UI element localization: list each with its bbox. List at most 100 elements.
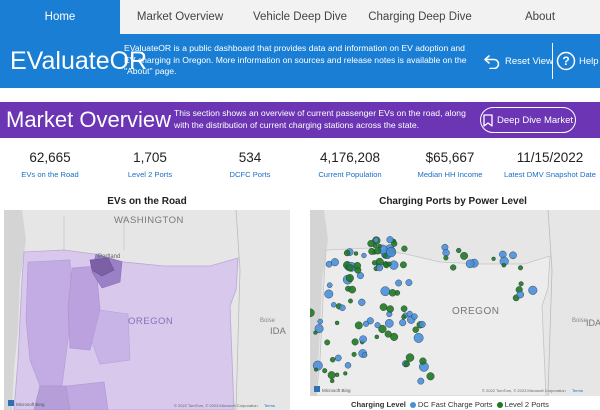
charging-station-dot[interactable] — [310, 308, 315, 317]
charging-station-dot[interactable] — [499, 250, 507, 259]
terms-link[interactable]: Terms — [264, 403, 275, 408]
charging-station-dot[interactable] — [401, 245, 408, 252]
charging-station-dot[interactable] — [517, 265, 523, 271]
charging-station-dot[interactable] — [456, 247, 462, 254]
charging-station-dot[interactable] — [426, 372, 435, 381]
charging-station-dot[interactable] — [331, 302, 337, 308]
map-attribution: © 2022 TomTom, © 2023 Microsoft Corporat… — [174, 403, 258, 408]
ev-map[interactable]: WASHINGTON Portland OREGON Boise IDA Mic… — [4, 210, 290, 410]
charging-station-dot[interactable] — [363, 320, 370, 327]
tab-about[interactable]: About — [524, 11, 556, 23]
tab-home[interactable]: Home — [0, 0, 120, 34]
charging-station-dot[interactable] — [314, 324, 324, 334]
charging-station-dot[interactable] — [371, 260, 378, 266]
charging-station-dot[interactable] — [376, 264, 384, 272]
charging-station-dot[interactable] — [380, 286, 391, 296]
charging-station-dot[interactable] — [353, 251, 359, 256]
deep-dive-market-button[interactable]: Deep Dive Market — [480, 107, 576, 133]
charging-station-dot[interactable] — [327, 371, 336, 380]
charging-station-dot[interactable] — [386, 247, 397, 258]
tab-market-overview[interactable]: Market Overview — [136, 11, 224, 23]
charging-station-dot[interactable] — [460, 252, 469, 260]
charging-station-dot[interactable] — [406, 310, 413, 317]
charging-station-dot[interactable] — [368, 248, 376, 255]
charging-station-dot[interactable] — [346, 264, 354, 272]
charging-station-dot[interactable] — [388, 289, 397, 297]
charging-map[interactable]: OREGON Boise IDA Microsoft Bing © 2022 T… — [310, 210, 600, 396]
charging-station-dot[interactable] — [450, 264, 457, 271]
charging-station-dot[interactable] — [373, 237, 379, 243]
charging-station-dot[interactable] — [418, 321, 426, 328]
charging-station-dot[interactable] — [528, 285, 538, 295]
charging-station-dot[interactable] — [353, 262, 361, 270]
charging-station-dot[interactable] — [317, 318, 323, 325]
charging-station-dot[interactable] — [374, 247, 382, 255]
charging-station-dot[interactable] — [334, 372, 340, 378]
charging-station-dot[interactable] — [386, 236, 394, 244]
charging-station-dot[interactable] — [419, 357, 427, 365]
charging-station-dot[interactable] — [343, 249, 351, 257]
charging-station-dot[interactable] — [501, 263, 507, 268]
charging-station-dot[interactable] — [374, 334, 380, 340]
reset-view-button[interactable]: Reset View — [483, 48, 553, 74]
charging-station-dot[interactable] — [403, 360, 410, 368]
charging-station-dot[interactable] — [334, 320, 340, 326]
legend-item-level2[interactable]: Level 2 Ports — [496, 400, 549, 409]
charging-station-dot[interactable] — [518, 281, 524, 287]
charging-station-dot[interactable] — [322, 368, 328, 374]
charging-station-dot[interactable] — [343, 371, 348, 376]
charging-station-dot[interactable] — [374, 322, 381, 329]
charging-station-dot[interactable] — [361, 352, 368, 358]
charging-station-dot[interactable] — [351, 351, 357, 357]
charging-station-dot[interactable] — [395, 279, 403, 287]
charging-station-dot[interactable] — [358, 298, 366, 306]
legend-item-dcfc[interactable]: DC Fast Charge Ports — [409, 400, 493, 409]
terms-link[interactable]: Terms — [572, 388, 583, 393]
charging-station-dot[interactable] — [367, 240, 375, 248]
charging-station-dot[interactable] — [378, 324, 387, 334]
help-button[interactable]: ? Help — [556, 48, 599, 74]
charging-station-dot[interactable] — [491, 256, 496, 261]
charging-station-dot[interactable] — [405, 279, 413, 287]
charging-station-dot[interactable] — [509, 251, 517, 260]
charging-station-dot[interactable] — [401, 314, 407, 320]
charging-station-dot[interactable] — [405, 353, 415, 362]
charging-station-dot[interactable] — [379, 303, 388, 311]
charging-station-dot[interactable] — [330, 356, 336, 363]
charging-station-dot[interactable] — [400, 261, 407, 269]
charging-station-dot[interactable] — [324, 339, 331, 346]
charging-station-dot[interactable] — [387, 261, 392, 267]
charging-station-dot[interactable] — [339, 304, 346, 312]
charging-station-dot[interactable] — [413, 333, 424, 343]
charging-station-dot[interactable] — [348, 285, 357, 294]
charging-station-dot[interactable] — [361, 252, 367, 259]
tab-charging-deep-dive[interactable]: Charging Deep Dive — [368, 11, 472, 23]
charging-station-dot[interactable] — [412, 326, 419, 333]
charging-station-dot[interactable] — [411, 313, 418, 320]
tab-vehicle-deep-dive[interactable]: Vehicle Deep Dive — [253, 11, 347, 23]
charging-station-dot[interactable] — [384, 330, 392, 338]
charging-station-dot[interactable] — [442, 249, 450, 257]
charging-station-dot[interactable] — [351, 338, 359, 346]
charging-station-dot[interactable] — [313, 330, 318, 335]
charging-station-dot[interactable] — [354, 321, 363, 330]
charging-station-dot[interactable] — [330, 258, 339, 267]
charging-station-dot[interactable] — [359, 335, 367, 343]
charging-station-dot[interactable] — [465, 259, 475, 269]
charging-station-dot[interactable] — [345, 274, 354, 283]
charging-station-dot[interactable] — [417, 377, 425, 385]
charging-station-dot[interactable] — [334, 354, 342, 362]
charging-station-dot[interactable] — [385, 319, 394, 328]
charging-station-dot[interactable] — [391, 240, 398, 247]
charging-station-dot[interactable] — [326, 282, 333, 288]
charging-station-dot[interactable] — [313, 367, 318, 372]
charging-station-dot[interactable] — [344, 362, 352, 369]
charging-station-dot[interactable] — [386, 305, 394, 313]
charging-station-dot[interactable] — [399, 319, 407, 327]
charging-station-dot[interactable] — [400, 305, 408, 312]
charging-station-dot[interactable] — [516, 290, 525, 299]
charging-station-dot[interactable] — [348, 298, 353, 304]
charging-station-dot[interactable] — [330, 378, 335, 384]
charging-station-dot[interactable] — [443, 255, 449, 261]
charging-station-dot[interactable] — [324, 289, 334, 299]
